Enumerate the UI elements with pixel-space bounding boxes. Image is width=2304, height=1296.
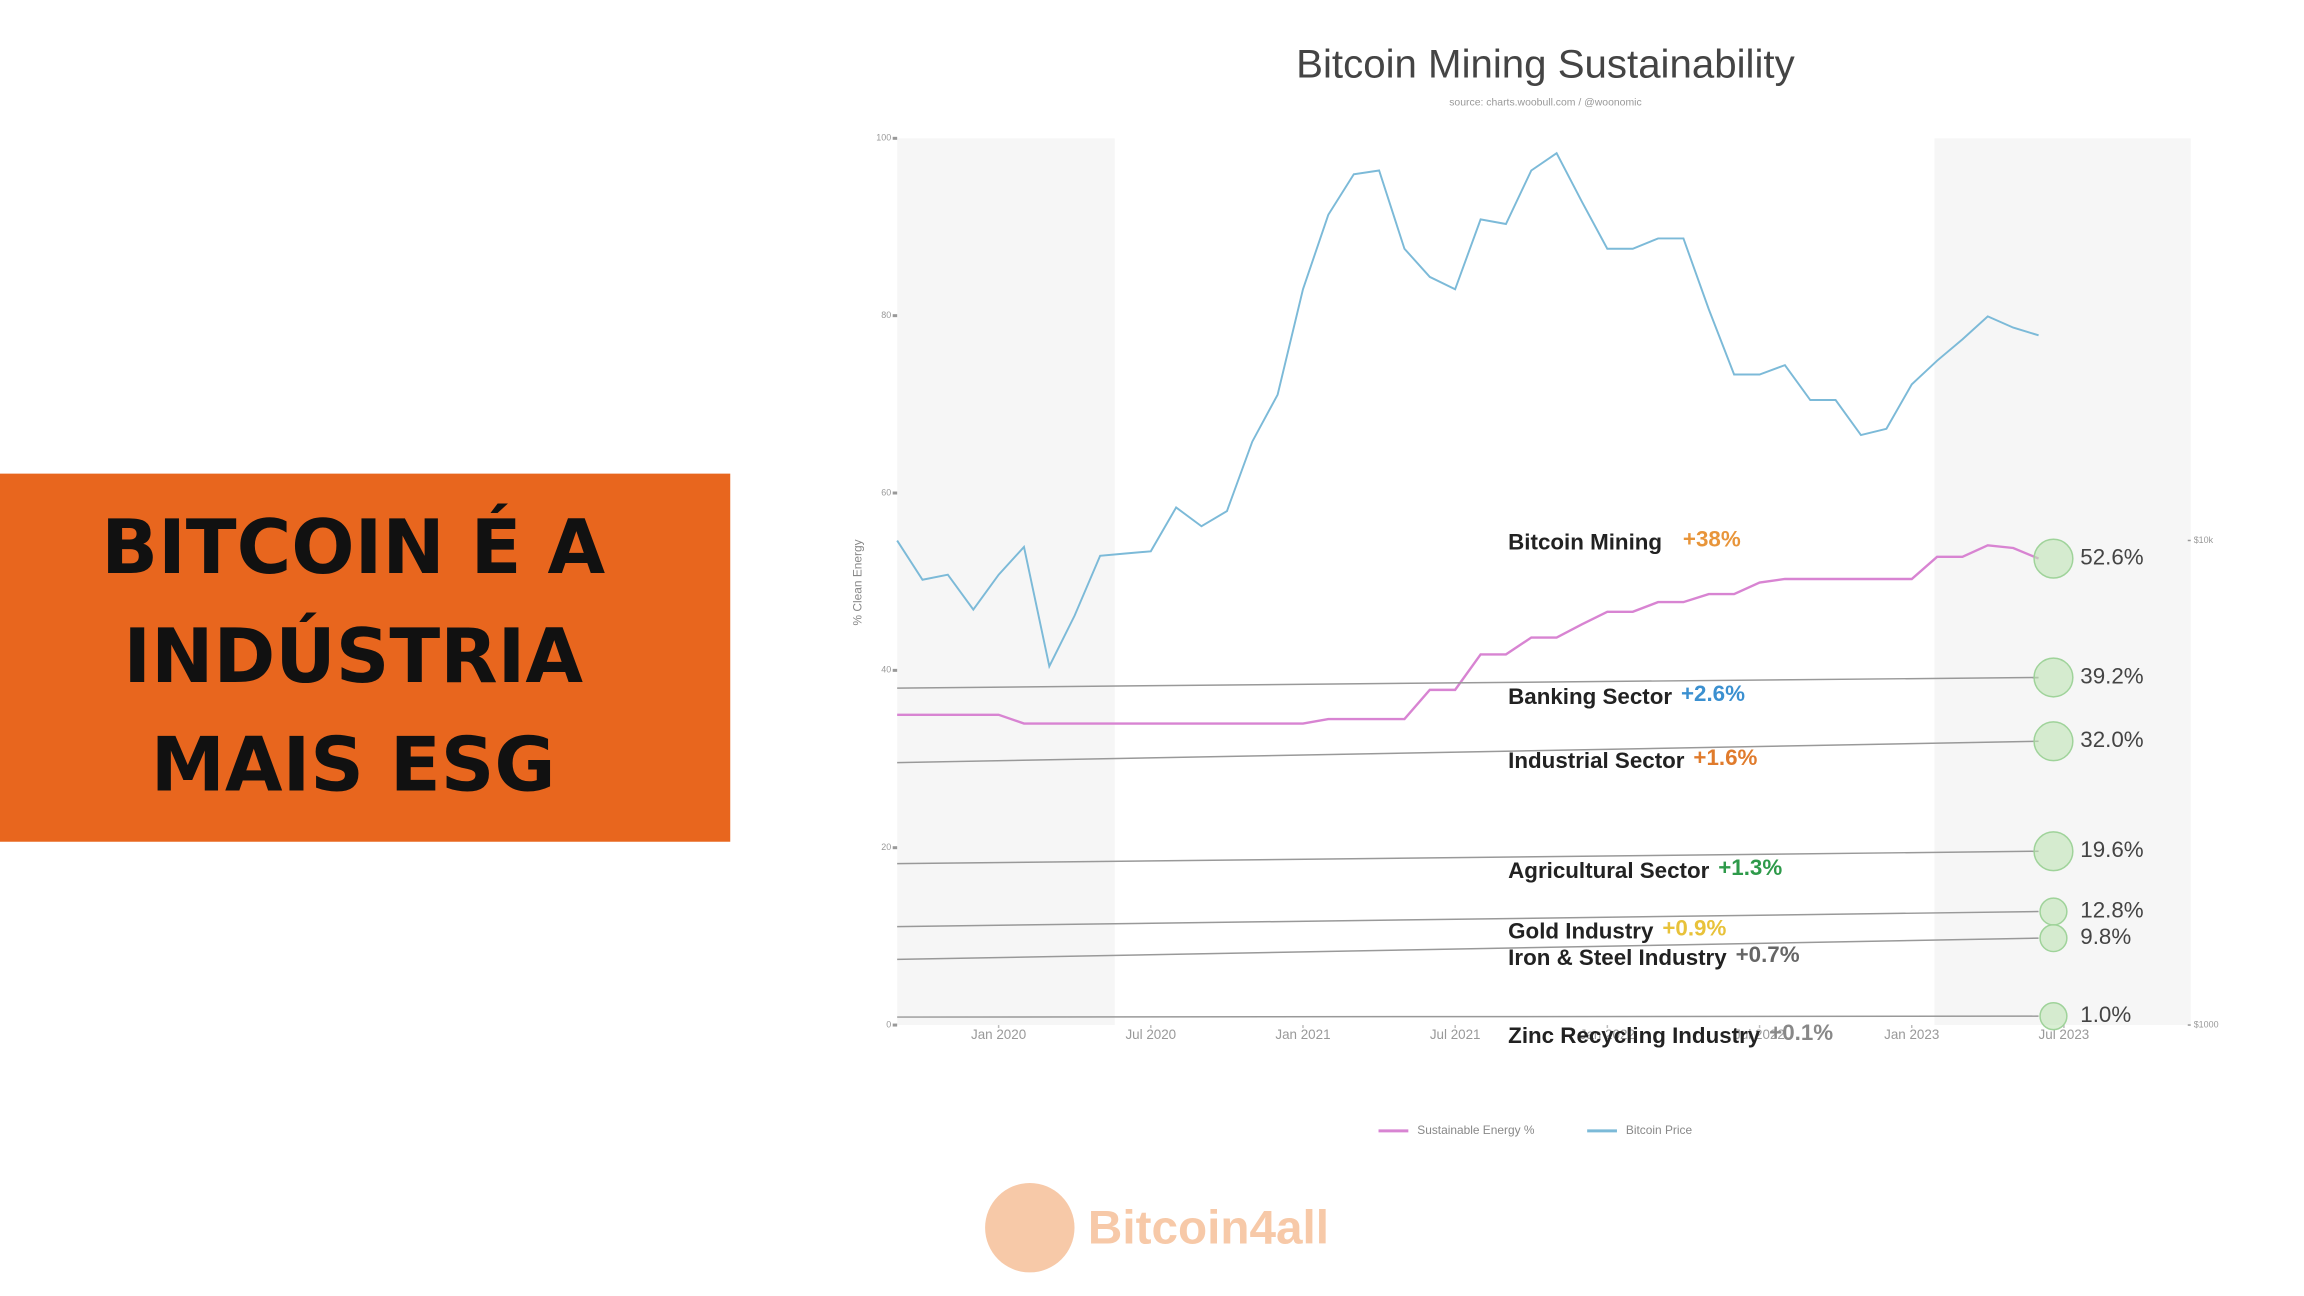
chart-title: Bitcoin Mining Sustainability: [1296, 41, 1795, 86]
sector-value: 32.0%: [2080, 727, 2143, 752]
legend-label: Sustainable Energy %: [1417, 1123, 1535, 1137]
sector-marker: [2039, 897, 2068, 926]
sector-line: [897, 850, 2039, 865]
sector-change: +38%: [1683, 527, 1741, 552]
sector-name: Gold Industry: [1508, 918, 1654, 943]
sector-value: 12.8%: [2080, 897, 2143, 922]
sector-change: +1.6%: [1693, 745, 1757, 770]
sector-value: 9.8%: [2080, 924, 2131, 949]
sector-marker: [2033, 657, 2074, 698]
y-tick-label: 40: [881, 665, 891, 675]
banner-line: INDÚSTRIA: [123, 612, 583, 700]
legend-label: Bitcoin Price: [1626, 1123, 1693, 1137]
shade: [1934, 138, 2191, 1026]
x-tick-label: Jan 2022: [1580, 1027, 1635, 1042]
sector-name: Bitcoin Mining: [1508, 530, 1662, 555]
sector-change: +0.7%: [1736, 942, 1800, 967]
sector-value: 1.0%: [2080, 1002, 2131, 1027]
sector-name: Banking Sector: [1508, 684, 1672, 709]
sector-marker: [2039, 923, 2068, 953]
y-tick-label: 0: [886, 1019, 891, 1029]
x-tick-label: Jul 2022: [1734, 1027, 1785, 1042]
sector-value: 39.2%: [2080, 663, 2143, 688]
sector-change: +0.9%: [1662, 915, 1726, 940]
banner-line: BITCOIN É A: [101, 503, 605, 591]
banner-line: MAIS ESG: [151, 722, 556, 809]
y-axis-label: % Clean Energy: [851, 539, 865, 625]
x-tick-label: Jan 2023: [1884, 1027, 1939, 1042]
sector-change: +0.1%: [1769, 1020, 1833, 1045]
y-tick-label: 60: [881, 487, 891, 497]
sector-value: 52.6%: [2080, 545, 2143, 570]
y2-tick-label: $1000: [2194, 1019, 2219, 1029]
y-tick-label: 100: [876, 133, 891, 143]
y-tick-label: 80: [881, 310, 891, 320]
sector-marker: [2039, 1002, 2068, 1031]
series-line: [896, 151, 2039, 670]
x-tick-label: Jan 2020: [971, 1027, 1026, 1042]
sector-marker: [2033, 831, 2074, 872]
chart-subtitle: source: charts.woobull.com / @woonomic: [1449, 97, 1641, 108]
y2-tick-label: $10k: [2194, 535, 2214, 545]
sector-line: [897, 676, 2039, 689]
sector-line: [897, 740, 2039, 764]
x-tick-label: Jul 2021: [1430, 1027, 1481, 1042]
series-line: [897, 544, 2040, 725]
sector-line: [897, 910, 2039, 928]
sector-marker: [2033, 538, 2074, 579]
sector-line: [897, 937, 2039, 961]
sector-change: +1.3%: [1718, 855, 1782, 880]
sector-name: Iron & Steel Industry: [1508, 945, 1727, 970]
sector-change: +2.6%: [1681, 681, 1745, 706]
sector-name: Industrial Sector: [1508, 748, 1685, 773]
sector-line: [897, 1015, 2039, 1018]
sector-name: Zinc Recycling Industry: [1508, 1023, 1761, 1048]
x-tick-label: Jul 2020: [1125, 1027, 1176, 1042]
logo-icon: [985, 1183, 1075, 1273]
x-tick-label: Jan 2021: [1275, 1027, 1330, 1042]
shade: [897, 138, 1115, 1026]
sector-marker: [2033, 721, 2074, 762]
y-tick-label: 20: [881, 842, 891, 852]
x-tick-label: Jul 2023: [2039, 1027, 2090, 1042]
banner-box: [0, 473, 731, 842]
logo-text: Bitcoin4all: [1088, 1201, 1329, 1254]
sector-value: 19.6%: [2080, 837, 2143, 862]
sector-name: Agricultural Sector: [1508, 858, 1709, 883]
